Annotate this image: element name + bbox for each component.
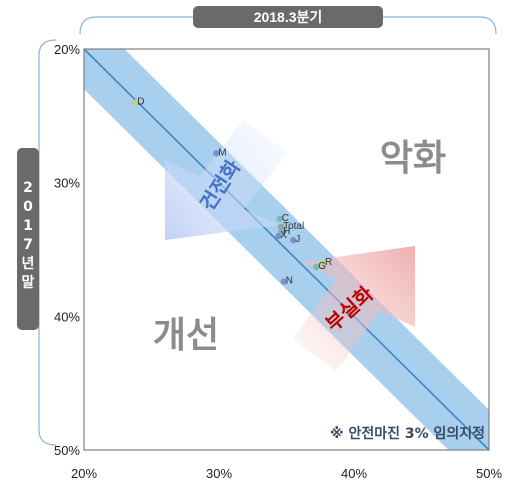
data-point-m xyxy=(213,150,220,157)
side-header-char: 0 xyxy=(23,199,33,215)
side-header-text: 2 0 1 7 년말 xyxy=(22,180,35,291)
side-header-char: 년 xyxy=(22,256,35,272)
side-header-char: 1 xyxy=(23,218,33,234)
point-label-c: C xyxy=(282,213,289,224)
x-tick-label: 40% xyxy=(341,466,367,481)
point-label-r: R xyxy=(325,257,332,268)
data-point-g xyxy=(313,263,320,271)
side-header-char: 7 xyxy=(23,237,33,253)
x-tick-label: 20% xyxy=(71,466,97,481)
top-header-text: 2018.3분기 xyxy=(254,9,323,25)
diagonal-line xyxy=(84,49,489,450)
y-tick-label: 40% xyxy=(54,309,80,324)
data-point-n xyxy=(280,278,287,285)
healthy-arrow xyxy=(165,120,288,240)
point-label-total: Total xyxy=(283,221,304,232)
note-text: ※ 안전마진 3% 임의지정 xyxy=(330,425,485,442)
x-tick-label: 30% xyxy=(206,466,232,481)
point-label-j: J xyxy=(295,234,300,245)
data-point-total xyxy=(277,223,285,230)
x-tick-label: 50% xyxy=(476,466,502,481)
y-tick-label: 30% xyxy=(54,176,80,191)
side-header-char: 말 xyxy=(22,275,35,291)
y-tick-label: 50% xyxy=(54,443,80,458)
side-bracket xyxy=(38,39,57,446)
point-label-n: N xyxy=(286,276,293,287)
distressed-arrow xyxy=(293,246,415,371)
data-point-d xyxy=(132,99,139,106)
y-tick-label: 20% xyxy=(54,42,80,57)
point-label-h: H xyxy=(283,226,290,237)
plot-border xyxy=(83,48,490,451)
x-axis-ticks: 20% 30% 40% 50% xyxy=(71,466,502,481)
data-point-x xyxy=(275,232,282,240)
point-label-d: D xyxy=(137,96,144,107)
worse-label: 악화 xyxy=(380,138,446,179)
data-point-j xyxy=(290,236,297,244)
data-point-r xyxy=(319,259,327,267)
side-header-pill xyxy=(17,148,39,330)
y-axis-ticks: 20% 30% 40% 50% xyxy=(54,42,80,458)
point-label-g: G xyxy=(318,261,326,272)
point-label-m: M xyxy=(218,147,226,158)
data-point-c xyxy=(276,215,283,222)
point-label-x: X xyxy=(280,230,287,241)
top-header-pill xyxy=(193,6,383,28)
better-label: 개선 xyxy=(153,315,219,356)
side-header-char: 2 xyxy=(23,180,33,196)
